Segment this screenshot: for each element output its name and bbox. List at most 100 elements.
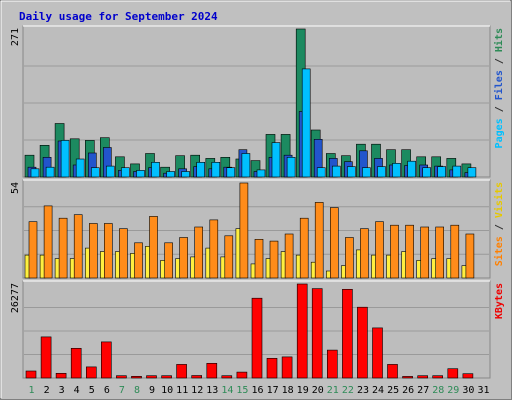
- bar-kbytes-day-29: [447, 368, 459, 379]
- bar-kbytes-day-23: [357, 306, 368, 379]
- bar-sites-day-5: [89, 223, 98, 279]
- bar-kbytes-day-10: [161, 375, 172, 379]
- bar-sites-day-13: [209, 219, 219, 279]
- chart-title: Daily usage for September 2024: [19, 10, 218, 23]
- bar-kbytes-day-12: [191, 375, 202, 379]
- bar-pages-day-16: [256, 169, 266, 178]
- bar-kbytes-day-3: [55, 372, 67, 379]
- bar-kbytes-day-17: [266, 357, 278, 379]
- bar-sites-day-21: [329, 207, 339, 279]
- day-label-30: 30: [462, 385, 474, 396]
- bar-pages-day-1: [30, 168, 40, 178]
- day-label-20: 20: [312, 385, 324, 396]
- bar-kbytes-day-26: [402, 376, 413, 379]
- day-label-19: 19: [297, 385, 309, 396]
- panel-bottom: 26277 KBytes: [10, 280, 505, 379]
- day-label-10: 10: [161, 385, 173, 396]
- panel-middle-legend-part-2: Visits: [493, 182, 505, 218]
- bar-pages-day-3: [60, 140, 70, 178]
- day-label-16: 16: [251, 385, 263, 396]
- bar-kbytes-day-21: [326, 349, 338, 379]
- bar-sites-day-1: [28, 221, 38, 279]
- day-label-15: 15: [236, 385, 248, 396]
- panel-top-legend-part-2: Files: [493, 70, 505, 100]
- bar-kbytes-day-11: [176, 364, 187, 379]
- panel-middle-legend-part-0: Sites: [493, 236, 505, 266]
- bar-kbytes-day-19: [296, 283, 308, 379]
- bar-kbytes-day-22: [342, 288, 353, 379]
- bar-pages-day-29: [452, 165, 462, 178]
- bar-sites-day-22: [345, 237, 354, 279]
- panel-bottom-ymax-label: 26277: [10, 283, 21, 313]
- bar-pages-day-9: [151, 162, 160, 178]
- bar-kbytes-day-28: [432, 375, 444, 379]
- bar-sites-day-4: [73, 214, 83, 279]
- bar-kbytes-day-14: [221, 375, 233, 379]
- bar-sites-day-12: [194, 226, 203, 279]
- day-label-21: 21: [327, 385, 339, 396]
- bar-kbytes-day-20: [311, 288, 323, 379]
- bar-pages-day-2: [45, 166, 55, 178]
- day-label-31: 31: [477, 385, 489, 396]
- bar-sites-day-11: [179, 237, 188, 279]
- bar-pages-day-11: [181, 171, 190, 178]
- bar-kbytes-day-1: [25, 370, 37, 379]
- day-label-17: 17: [267, 385, 279, 396]
- bar-kbytes-day-24: [372, 327, 383, 379]
- day-label-28: 28: [432, 385, 444, 396]
- bar-pages-day-27: [422, 167, 432, 178]
- bar-sites-day-17: [269, 240, 279, 279]
- bar-sites-day-10: [164, 242, 173, 279]
- bar-pages-day-15: [241, 153, 251, 178]
- bar-pages-day-21: [331, 165, 341, 178]
- day-axis-labels: 1 2 3 4 5 6 7 8 9 10 11 12 13 14 15 16 17 18 19 20 21 22 23 24 2…: [28, 385, 489, 396]
- day-label-22: 22: [342, 385, 354, 396]
- bar-sites-day-29: [450, 224, 460, 279]
- bar-pages-day-23: [362, 167, 371, 178]
- panel-bottom-legend-part-0: KBytes: [494, 283, 505, 319]
- bar-pages-day-18: [286, 157, 296, 178]
- panel-middle: 54 Sites / Visits: [10, 179, 505, 279]
- panel-middle-ymax-label: 54: [10, 182, 21, 194]
- day-label-13: 13: [206, 385, 218, 396]
- bar-kbytes-day-13: [206, 362, 218, 379]
- bar-sites-day-16: [254, 239, 264, 279]
- bar-sites-day-24: [375, 221, 384, 279]
- bar-kbytes-day-25: [387, 364, 398, 379]
- bar-pages-day-4: [75, 158, 85, 178]
- bar-pages-day-30: [467, 167, 477, 178]
- bar-kbytes-day-9: [146, 375, 157, 379]
- bar-sites-day-7: [119, 228, 128, 279]
- bar-pages-day-12: [196, 162, 205, 178]
- panel-top-legend-part-4: Hits: [493, 28, 505, 52]
- day-label-9: 9: [149, 385, 155, 396]
- bar-sites-day-6: [104, 223, 113, 279]
- day-label-5: 5: [89, 385, 95, 396]
- bar-kbytes-day-8: [131, 375, 142, 379]
- bar-kbytes-day-7: [116, 375, 127, 379]
- bar-kbytes-day-15: [236, 371, 248, 379]
- bar-kbytes-day-6: [101, 341, 112, 379]
- panel-top: 271 Pages / Files / Hits: [10, 25, 505, 178]
- bar-sites-day-27: [420, 226, 430, 279]
- bar-sites-day-3: [58, 217, 68, 279]
- bar-pages-day-24: [377, 166, 386, 178]
- bar-sites-day-30: [465, 233, 475, 279]
- bar-sites-day-19: [299, 217, 309, 279]
- day-label-7: 7: [119, 385, 125, 396]
- bar-kbytes-day-27: [417, 375, 429, 379]
- day-label-2: 2: [44, 385, 50, 396]
- day-label-1: 1: [28, 385, 34, 396]
- day-label-8: 8: [134, 385, 140, 396]
- bar-sites-day-15: [239, 182, 249, 279]
- series-pages: [30, 68, 477, 178]
- bar-pages-day-17: [271, 142, 281, 178]
- bar-sites-day-23: [360, 228, 369, 279]
- bar-kbytes-day-18: [281, 356, 293, 379]
- bar-sites-day-8: [134, 242, 143, 279]
- day-label-26: 26: [402, 385, 414, 396]
- bar-kbytes-day-2: [40, 336, 52, 379]
- bar-pages-day-7: [121, 167, 130, 178]
- day-label-24: 24: [372, 385, 384, 396]
